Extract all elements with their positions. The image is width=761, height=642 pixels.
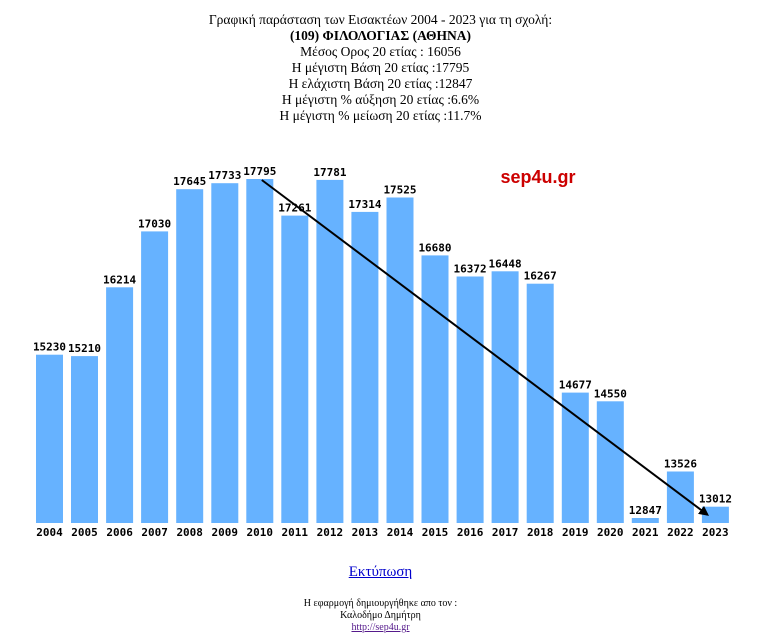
x-label-2012: 2012 — [317, 526, 344, 539]
value-label-2016: 16372 — [454, 263, 487, 276]
value-label-2010: 17795 — [243, 165, 276, 178]
bar-2007 — [141, 231, 169, 523]
x-label-2015: 2015 — [422, 526, 449, 539]
x-label-2016: 2016 — [457, 526, 484, 539]
value-label-2004: 15230 — [33, 341, 66, 354]
bar-2011 — [281, 215, 309, 523]
x-label-2019: 2019 — [562, 526, 589, 539]
bar-2017 — [491, 271, 519, 523]
school-name: (109) ΦΙΛΟΛΟΓΙΑΣ (ΑΘΗΝΑ) — [289, 28, 472, 43]
footer: Η εφαρμογή δημιουργήθηκε απο τον : Καλοδ… — [0, 598, 761, 634]
value-label-2014: 17525 — [383, 184, 416, 197]
chart-header: Γραφική παράσταση των Εισακτέων 2004 - 2… — [0, 12, 761, 124]
footer-author: Καλοδήμο Δημήτρη — [340, 610, 421, 621]
value-label-2021: 12847 — [629, 504, 662, 517]
value-label-2019: 14677 — [559, 379, 592, 392]
bar-2008 — [176, 189, 204, 523]
value-label-2012: 17781 — [313, 166, 346, 179]
min-base-stat: Η ελάχιστη Βάση 20 ετίας :12847 — [288, 76, 473, 91]
x-label-2014: 2014 — [387, 526, 414, 539]
bar-2019 — [561, 392, 589, 523]
bar-2010 — [246, 179, 274, 523]
value-label-2008: 17645 — [173, 175, 206, 188]
value-label-2009: 17733 — [208, 169, 241, 182]
x-label-2007: 2007 — [141, 526, 168, 539]
value-label-2006: 16214 — [103, 273, 136, 286]
x-label-2017: 2017 — [492, 526, 519, 539]
value-label-2007: 17030 — [138, 217, 171, 230]
bars-group — [36, 179, 729, 523]
x-label-2022: 2022 — [667, 526, 694, 539]
bar-2009 — [211, 183, 239, 523]
x-label-2013: 2013 — [352, 526, 379, 539]
x-label-2004: 2004 — [36, 526, 63, 539]
max-base-stat: Η μέγιστη Βάση 20 ετίας :17795 — [291, 60, 470, 75]
x-label-2023: 2023 — [702, 526, 729, 539]
x-label-2005: 2005 — [71, 526, 98, 539]
bar-2004 — [36, 354, 63, 523]
value-label-2015: 16680 — [418, 241, 451, 254]
bar-2021 — [631, 518, 659, 523]
value-label-2005: 15210 — [68, 342, 101, 355]
bar-2016 — [456, 276, 484, 523]
value-label-2023: 13012 — [699, 493, 732, 506]
max-decrease-stat: Η μέγιστη % μείωση 20 ετίας :11.7% — [279, 108, 482, 123]
x-label-2018: 2018 — [527, 526, 554, 539]
footer-link[interactable]: http://sep4u.gr — [351, 622, 410, 633]
x-label-2008: 2008 — [176, 526, 203, 539]
value-label-2022: 13526 — [664, 458, 697, 471]
bar-2018 — [526, 283, 554, 523]
chart-title: Γραφική παράσταση των Εισακτέων 2004 - 2… — [208, 12, 553, 27]
trend-arrow — [261, 179, 709, 516]
x-label-2006: 2006 — [106, 526, 133, 539]
x-label-2010: 2010 — [247, 526, 274, 539]
x-label-2021: 2021 — [632, 526, 659, 539]
value-label-2013: 17314 — [348, 198, 381, 211]
max-increase-stat: Η μέγιστη % αύξηση 20 ετίας :6.6% — [281, 92, 480, 107]
bar-2020 — [596, 401, 624, 523]
bar-2014 — [386, 197, 414, 523]
watermark-text: sep4u.gr — [500, 167, 575, 187]
bar-2006 — [106, 287, 134, 523]
average-stat: Μέσος Ορος 20 ετίας : 16056 — [300, 44, 461, 59]
print-link[interactable]: Εκτύπωση — [348, 564, 413, 580]
x-label-2011: 2011 — [282, 526, 309, 539]
bar-2005 — [71, 356, 98, 523]
bar-2022 — [666, 471, 694, 523]
bar-2015 — [421, 255, 449, 523]
x-label-2009: 2009 — [212, 526, 239, 539]
x-axis-labels: 2004 2005 2006 2007 2008 2009 2010 2011 2012 2013… — [36, 526, 728, 539]
print-link-container: Εκτύπωση — [0, 564, 761, 581]
footer-credit-line: Η εφαρμογή δημιουργήθηκε απο τον : — [303, 598, 458, 609]
value-label-2017: 16448 — [489, 257, 522, 270]
value-label-2020: 14550 — [594, 387, 627, 400]
x-label-2020: 2020 — [597, 526, 624, 539]
value-label-2018: 16267 — [524, 270, 557, 283]
